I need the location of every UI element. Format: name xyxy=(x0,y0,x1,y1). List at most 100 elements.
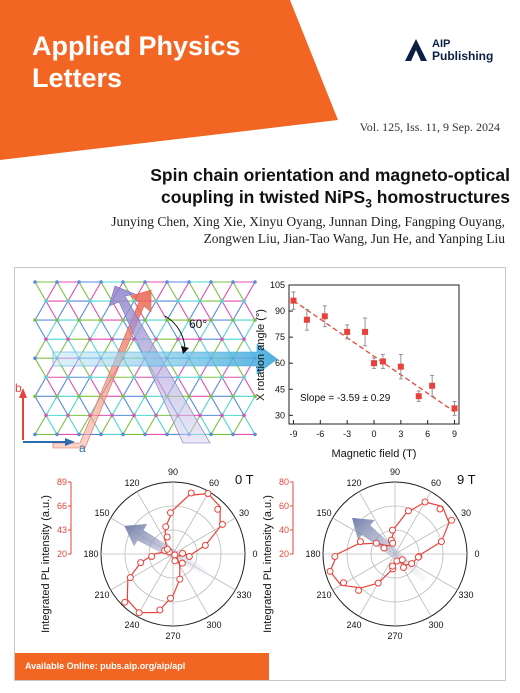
lattice-atom xyxy=(132,413,136,418)
radial-tick-label: 20 xyxy=(279,549,289,559)
polar-data-point xyxy=(126,574,134,582)
lattice-atom xyxy=(44,375,48,380)
lattice-bond xyxy=(243,415,256,435)
polar-angle-label: 240 xyxy=(346,620,361,630)
available-online-text[interactable]: Available Online: pubs.aip.org/aip/apl xyxy=(25,661,186,671)
lattice-atom xyxy=(121,318,125,322)
lattice-bond xyxy=(188,376,201,397)
journal-title: Applied Physics Letters xyxy=(32,30,292,94)
lattice-atom xyxy=(143,280,147,284)
lattice-atom xyxy=(55,318,59,322)
polar-data-point xyxy=(326,567,334,575)
lattice-atom xyxy=(154,337,158,341)
lattice-bond xyxy=(34,300,47,321)
x-tick-label: 6 xyxy=(425,429,430,439)
polar-ylabel: Integrated PL intensity (a.u.) xyxy=(262,495,274,633)
article-authors: Junying Chen, Xing Xie, Xinyu Oyang, Jun… xyxy=(60,213,505,247)
radial-tick-label: 66 xyxy=(57,501,67,511)
radial-tick-label: 89 xyxy=(57,477,67,487)
banner-orange-shape xyxy=(0,0,338,160)
data-point xyxy=(290,297,297,304)
article-title-line2: coupling in twisted NiPS3 homostructures xyxy=(70,186,510,215)
polar-angle-label: 0 xyxy=(252,549,257,559)
chart-points xyxy=(290,291,458,416)
polar-data-point xyxy=(163,533,171,541)
lattice-bond xyxy=(166,281,179,302)
lattice-grid xyxy=(33,280,257,437)
lattice-atom xyxy=(55,280,59,284)
lattice-bond xyxy=(155,281,168,302)
polar-data-point xyxy=(185,553,193,560)
axis-b-label: b xyxy=(15,381,22,395)
lattice-bond xyxy=(100,319,113,340)
axis-a-label: a xyxy=(79,441,86,455)
polar-angle-label: 270 xyxy=(165,631,180,641)
lattice-bond xyxy=(232,415,245,435)
lattice-bond xyxy=(34,396,47,416)
lattice-bond xyxy=(67,281,80,302)
lattice-atom xyxy=(66,413,70,418)
lattice-atom xyxy=(209,432,213,437)
data-point xyxy=(344,328,351,335)
polar-angle-label: 180 xyxy=(305,549,320,559)
article-title-line2-post: homostructures xyxy=(371,187,510,207)
lattice-bond xyxy=(199,376,212,397)
polar-data-point xyxy=(137,559,145,567)
data-point xyxy=(303,316,310,323)
lattice-bond xyxy=(89,300,102,321)
lattice-bond xyxy=(144,376,157,397)
lattice-atom xyxy=(33,318,37,322)
polar-spoke xyxy=(136,553,174,617)
available-online-bar: Available Online: pubs.aip.org/aip/apl xyxy=(15,653,269,680)
lattice-bond xyxy=(221,396,234,416)
lattice-bond xyxy=(210,376,223,397)
lattice-atom xyxy=(176,337,180,341)
x-tick-label: 3 xyxy=(398,429,403,439)
lattice-bond xyxy=(243,376,256,397)
lattice-bond xyxy=(122,415,135,435)
lattice-bond xyxy=(232,300,245,321)
lattice-bond xyxy=(221,319,234,340)
lattice-atom xyxy=(187,280,191,284)
lattice-atom xyxy=(132,337,136,341)
lattice-bond xyxy=(45,415,58,435)
data-point xyxy=(379,358,386,365)
y-tick-label: 90 xyxy=(275,306,285,316)
lattice-atom xyxy=(165,280,169,284)
lattice-bond xyxy=(155,415,168,435)
fit-line xyxy=(293,300,455,413)
lattice-bond xyxy=(232,281,245,302)
spin-chain-arrow-orange xyxy=(52,289,152,449)
lattice-atom xyxy=(143,318,147,322)
polar-ylabel: Integrated PL intensity (a.u.) xyxy=(40,495,52,633)
polar-data-point xyxy=(121,598,129,606)
y-tick-label: 105 xyxy=(270,280,285,290)
lattice-bond xyxy=(100,281,113,302)
lattice-bond xyxy=(210,281,223,302)
lattice-atom xyxy=(33,356,37,361)
polar-spoke xyxy=(136,491,174,555)
polar-data-point xyxy=(389,562,396,570)
polar-data-point xyxy=(135,609,143,617)
polar-data-point xyxy=(437,538,445,546)
spin-chain-arrow-blue xyxy=(52,343,278,375)
chart-xlabel: Magnetic field (T) xyxy=(332,448,417,460)
polar-data-point xyxy=(404,507,412,515)
lattice-bond xyxy=(67,319,80,340)
lattice-bond xyxy=(188,300,201,321)
lattice-bond xyxy=(243,300,256,321)
lattice-bond xyxy=(221,415,234,435)
lattice-atom xyxy=(220,375,224,380)
lattice-atom xyxy=(44,413,48,418)
lattice-atom xyxy=(121,280,125,284)
field-label: 0 T xyxy=(235,472,254,487)
lattice-atom xyxy=(33,432,37,437)
polar-angle-label: 30 xyxy=(239,508,249,518)
polar-data-point xyxy=(340,579,347,587)
lattice-bond xyxy=(45,281,58,302)
lattice-atom xyxy=(231,432,235,437)
y-tick-label: 60 xyxy=(275,358,285,368)
lattice-bond xyxy=(221,300,234,321)
polar-angle-label: 90 xyxy=(390,467,400,477)
lattice-bond xyxy=(133,376,146,397)
